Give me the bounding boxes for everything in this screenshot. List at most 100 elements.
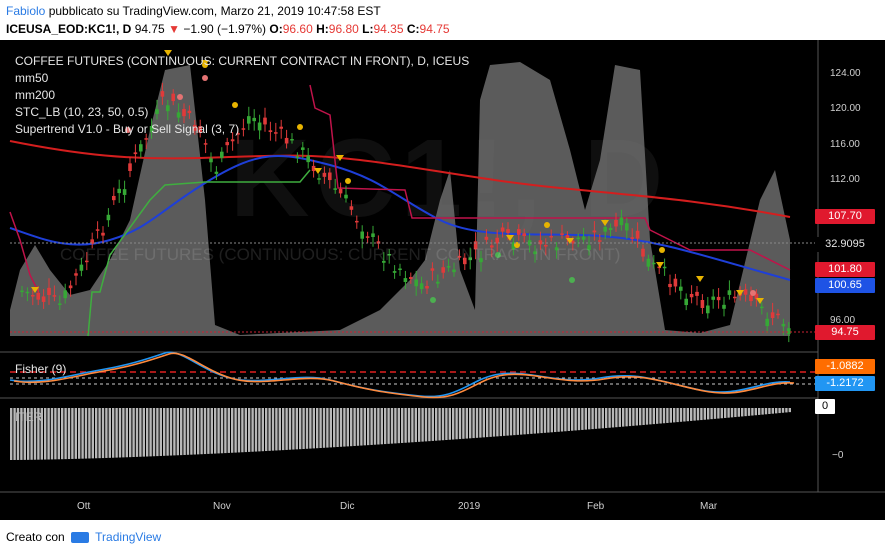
fisher-title[interactable]: Fisher (9) (15, 362, 67, 376)
published-text: pubblicato su TradingView.com, Marzo 21,… (48, 4, 381, 18)
candle-body (139, 144, 143, 152)
candle-body (679, 286, 683, 291)
iter-bar (329, 408, 332, 448)
iter-bar (747, 408, 751, 416)
iter-bar (482, 408, 485, 438)
chart-canvas[interactable] (0, 40, 885, 520)
candle-body (214, 171, 219, 174)
iter-bar (312, 408, 315, 449)
iter-bar (686, 408, 689, 422)
iter-bar (662, 408, 666, 424)
candle-body (770, 312, 775, 318)
candle-body (176, 112, 181, 118)
iter-bar (71, 408, 74, 459)
candle-body (463, 257, 467, 265)
candle-body (166, 105, 170, 112)
chart-area[interactable]: KC1!, D COFFEE FUTURES (CONTINUOUS: CURR… (0, 40, 885, 520)
tradingview-link[interactable]: TradingView (95, 530, 162, 544)
supertrend-down-line (309, 84, 791, 271)
iter-bar (176, 408, 179, 456)
iter-title[interactable]: ITER (15, 410, 43, 424)
candle-body (727, 290, 732, 295)
candle-body (576, 237, 580, 240)
iter-bar (540, 408, 543, 434)
iter-bar (74, 408, 77, 459)
iter-bar (88, 408, 91, 459)
candle-body (122, 189, 127, 195)
iter-bar (407, 408, 411, 443)
mid-watermark: COFFEE FUTURES (CONTINUOUS: CURRENT CONT… (60, 245, 621, 264)
iter-bar (758, 408, 761, 415)
x-label-mar: Mar (700, 501, 718, 512)
iter-bar (251, 408, 254, 452)
iter-bar (78, 408, 81, 459)
author-link[interactable]: Fabiolo (6, 4, 46, 18)
legend-supertrend[interactable]: Supertrend V1.0 - Buy or Sell Signal (3,… (15, 122, 240, 136)
legend-mm50[interactable]: mm50 (15, 71, 49, 85)
iter-bar (149, 408, 152, 457)
iter-bar (305, 408, 309, 449)
fisher-orange-line (13, 352, 795, 399)
legend-mm200[interactable]: mm200 (15, 88, 56, 102)
candle-body (684, 298, 688, 306)
iter-bar (618, 408, 621, 427)
candle-body (187, 110, 192, 114)
candle-body (776, 313, 780, 316)
candle-body (657, 266, 661, 269)
candle-body (700, 300, 705, 308)
iter-bar (571, 408, 574, 431)
price-tick: 116.00 (830, 139, 860, 150)
iter-bar (465, 408, 468, 439)
iter-bar (509, 408, 513, 436)
candle-body (252, 117, 256, 122)
candle-body (716, 296, 721, 301)
candle-body (749, 294, 753, 302)
legend-stc[interactable]: STC_LB (10, 23, 50, 0.5) (15, 105, 149, 119)
sell-signal-icon (696, 276, 704, 282)
candle-body (646, 258, 651, 267)
candle-body (133, 152, 138, 155)
iter-bar (625, 408, 628, 427)
iter-bar (350, 408, 353, 447)
iter-bar (200, 408, 203, 455)
candle-body (263, 117, 267, 125)
iter-bar (741, 408, 744, 417)
iter-bar (520, 408, 523, 435)
candle-body (349, 206, 354, 210)
candle-body (533, 251, 537, 255)
iter-bar (635, 408, 638, 426)
signal-dot-icon (202, 75, 208, 81)
candle-body (635, 230, 640, 239)
iter-bar (469, 408, 472, 439)
iter-bar (292, 408, 295, 450)
close-value: 94.75 (419, 22, 450, 36)
iter-bar (186, 408, 190, 455)
iter-bar (418, 408, 421, 442)
candle-body (160, 91, 165, 97)
candle-body (506, 229, 510, 234)
candle-body (662, 266, 667, 269)
candle-body (441, 267, 445, 273)
iter-bar (584, 408, 587, 430)
iter-bar (142, 408, 145, 457)
iter-bar (690, 408, 693, 421)
iter-bar (458, 408, 462, 440)
iter-bar (336, 408, 339, 448)
down-arrow-icon: ▼ (168, 22, 180, 36)
candle-body (673, 278, 678, 287)
iter-bar (577, 408, 581, 431)
iter-bar (95, 408, 98, 459)
candle-body (25, 291, 30, 294)
supertrend-down-line-start (9, 211, 41, 296)
iter-bar (581, 408, 584, 430)
candle-body (101, 232, 105, 236)
iter-bar (754, 408, 757, 416)
iter-bar (275, 408, 278, 451)
candle-body (787, 328, 791, 335)
sell-signal-icon (656, 262, 664, 268)
iter-bar (288, 408, 292, 450)
iter-bar (346, 408, 349, 447)
iter-bar (598, 408, 601, 429)
candle-body (257, 122, 262, 131)
iter-bar (775, 408, 778, 414)
